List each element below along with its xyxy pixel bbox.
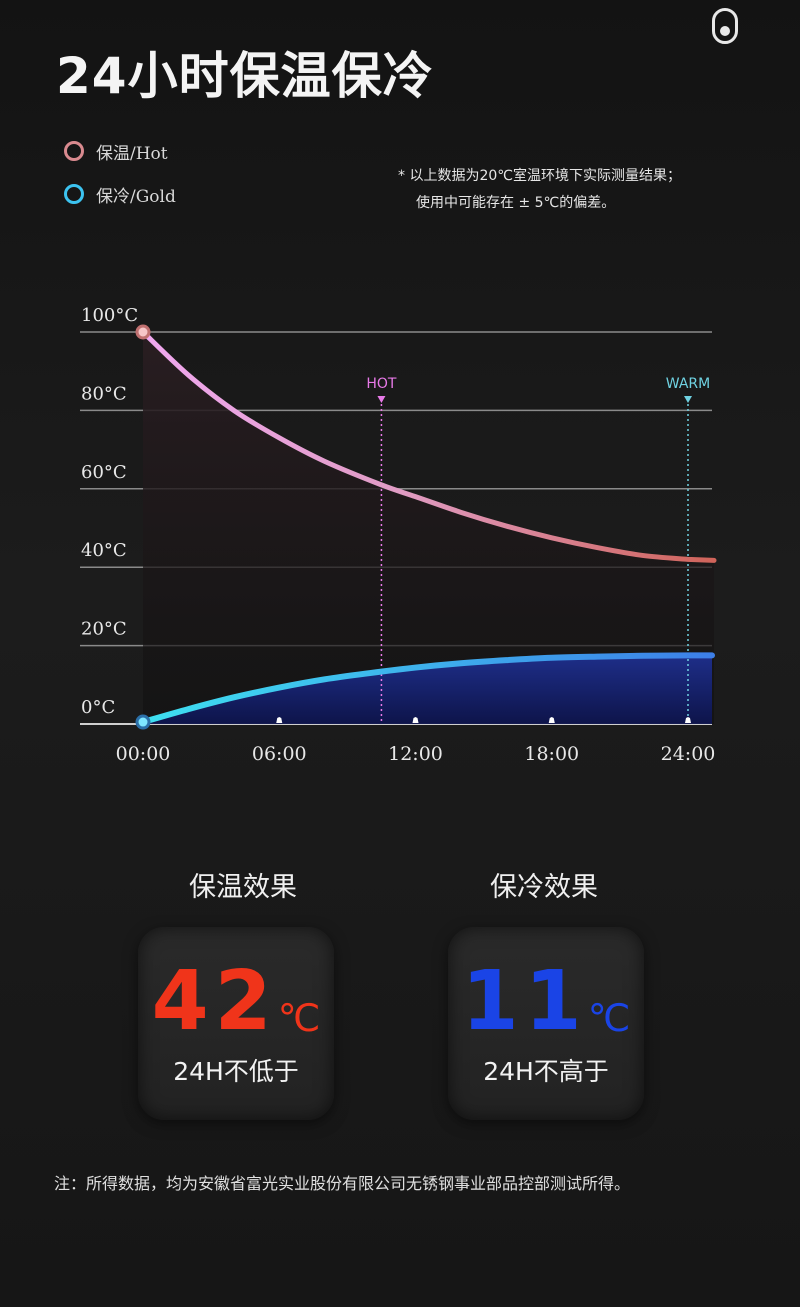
annotation-marker [684,396,692,403]
y-tick-label: 60°C [81,462,127,483]
x-tick-label: 06:00 [252,743,307,765]
series-line-cold [140,652,715,726]
cold-effect-card: 11℃ 24H不高于 [448,927,644,1120]
annotation-marker [377,396,386,403]
cold-effect-value: 11℃ [448,957,644,1047]
hot-value-number: 42 [151,954,278,1049]
legend-item-hot: 保温/Hot [64,139,168,164]
cold-effect-title: 保冷效果 [490,872,598,903]
legend-item-cold: 保冷/Gold [64,182,176,207]
hot-effect-title: 保温效果 [189,872,297,903]
y-tick-label: 40°C [81,540,127,561]
temperature-chart: HOT WARM 100°C 80°C 60°C 40°C 20°C 0°C 00:00 06:… [80,305,717,765]
x-tick-label: 12:00 [388,743,443,765]
toggle-knob [720,26,730,36]
measurement-note: * 以上数据为20℃室温环境下实际测量结果； 使用中可能存在 ± 5℃的偏差。 [398,163,758,217]
y-tick-label: 80°C [81,383,127,404]
hot-effect-caption: 24H不低于 [173,1057,299,1086]
x-tick-marker [685,717,691,723]
note-line-1: * 以上数据为20℃室温环境下实际测量结果； [398,168,681,184]
cold-effect-caption: 24H不高于 [483,1057,609,1086]
series-line-hot [140,329,717,563]
note-line-2: 使用中可能存在 ± 5℃的偏差。 [416,195,616,211]
x-tick-marker [412,717,419,723]
cold-area-fill [143,655,712,724]
y-tick-label: 0°C [81,697,115,718]
footnote: 注：所得数据，均为安徽省富光实业股份有限公司无锈钢事业部品控部测试所得。 [54,1174,631,1193]
annotation-label: HOT [366,376,397,392]
y-tick-label: 100°C [81,305,138,326]
hot-ring-icon [64,141,84,161]
cold-value-unit: ℃ [587,996,631,1040]
hot-area-fill [143,332,714,724]
x-tick-label: 24:00 [661,743,716,765]
cold-ring-icon [64,184,84,204]
page-title: 24小时保温保冷 [56,47,434,105]
hot-start-point [135,324,151,340]
x-tick-label: 18:00 [524,743,579,765]
cold-start-point [135,714,151,730]
legend-label-cold: 保冷/Gold [96,186,176,207]
x-tick-marker [548,717,555,723]
cold-value-number: 11 [461,954,588,1049]
y-tick-label: 20°C [81,619,127,640]
hot-value-unit: ℃ [277,996,321,1040]
x-tick-marker [276,717,283,723]
hot-effect-card: 42℃ 24H不低于 [138,927,334,1120]
toggle-switch[interactable] [712,8,738,44]
x-tick-label: 00:00 [116,743,171,765]
legend-label-hot: 保温/Hot [96,143,168,164]
hot-effect-value: 42℃ [138,957,334,1047]
annotation-label: WARM [666,376,710,392]
